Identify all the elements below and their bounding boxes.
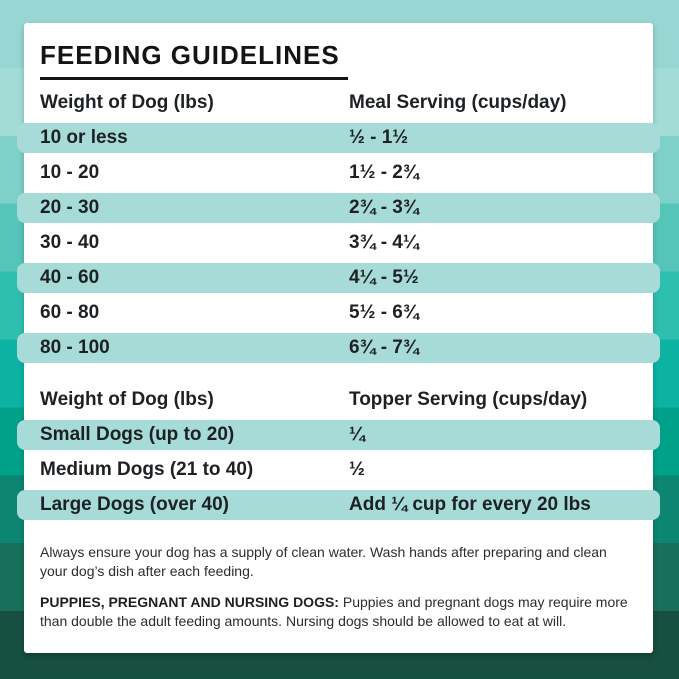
column-header-weight: Weight of Dog (lbs): [40, 389, 214, 410]
weight-cell: 60 - 80: [40, 302, 100, 323]
table-row: 20 - 30 2¾ - 3¾: [17, 193, 660, 223]
weight-cell: 20 - 30: [40, 197, 100, 218]
meal-serving-table: Weight of Dog (lbs) Meal Serving (cups/d…: [17, 88, 660, 363]
topper-table-header-row: Weight of Dog (lbs) Topper Serving (cups…: [40, 385, 637, 415]
weight-cell: 40 - 60: [40, 267, 100, 288]
weight-cell: Small Dogs (up to 20): [40, 424, 235, 445]
table-row: Small Dogs (up to 20) ¼: [17, 420, 660, 450]
serving-cell: Add ¼ cup for every 20 lbs: [349, 494, 591, 515]
footnotes: Always ensure your dog has a supply of c…: [40, 543, 637, 630]
serving-cell: 4¼ - 5½: [349, 267, 419, 288]
feeding-guidelines-card: FEEDING GUIDELINES Weight of Dog (lbs) M…: [17, 23, 660, 653]
weight-cell: Medium Dogs (21 to 40): [40, 459, 254, 480]
special-note-text: Puppies and pregnant dogs may require mo…: [40, 594, 628, 629]
serving-cell: 3¾ - 4¼: [349, 232, 419, 253]
page-title: FEEDING GUIDELINES: [40, 40, 348, 80]
special-note-label: PUPPIES, PREGNANT AND NURSING DOGS:: [40, 594, 339, 610]
table-row: 40 - 60 4¼ - 5½: [17, 263, 660, 293]
serving-cell: ½: [349, 459, 365, 480]
table-row: 60 - 80 5½ - 6¾: [40, 298, 637, 328]
column-header-weight: Weight of Dog (lbs): [40, 92, 214, 113]
weight-cell: Large Dogs (over 40): [40, 494, 229, 515]
topper-serving-table: Weight of Dog (lbs) Topper Serving (cups…: [17, 385, 660, 520]
serving-cell: 2¾ - 3¾: [349, 197, 419, 218]
serving-cell: 1½ - 2¾: [349, 162, 419, 183]
weight-cell: 10 or less: [40, 127, 128, 148]
special-dogs-note: PUPPIES, PREGNANT AND NURSING DOGS: Pupp…: [40, 593, 637, 630]
weight-cell: 10 - 20: [40, 162, 100, 183]
serving-cell: ¼: [349, 424, 365, 445]
weight-cell: 30 - 40: [40, 232, 100, 253]
table-row: 30 - 40 3¾ - 4¼: [40, 228, 637, 258]
table-row: Large Dogs (over 40) Add ¼ cup for every…: [17, 490, 660, 520]
column-header-meal-serving: Meal Serving (cups/day): [349, 92, 567, 113]
table-row: Medium Dogs (21 to 40) ½: [40, 455, 637, 485]
serving-cell: ½ - 1½: [349, 127, 409, 148]
column-header-topper-serving: Topper Serving (cups/day): [349, 389, 588, 410]
table-row: 80 - 100 6¾ - 7¾: [17, 333, 660, 363]
table-row: 10 - 20 1½ - 2¾: [40, 158, 637, 188]
water-note: Always ensure your dog has a supply of c…: [40, 543, 637, 580]
meal-table-header-row: Weight of Dog (lbs) Meal Serving (cups/d…: [40, 88, 637, 118]
serving-cell: 5½ - 6¾: [349, 302, 419, 323]
water-note-text: Always ensure your dog has a supply of c…: [40, 544, 607, 579]
weight-cell: 80 - 100: [40, 337, 110, 358]
table-row: 10 or less ½ - 1½: [17, 123, 660, 153]
serving-cell: 6¾ - 7¾: [349, 337, 419, 358]
